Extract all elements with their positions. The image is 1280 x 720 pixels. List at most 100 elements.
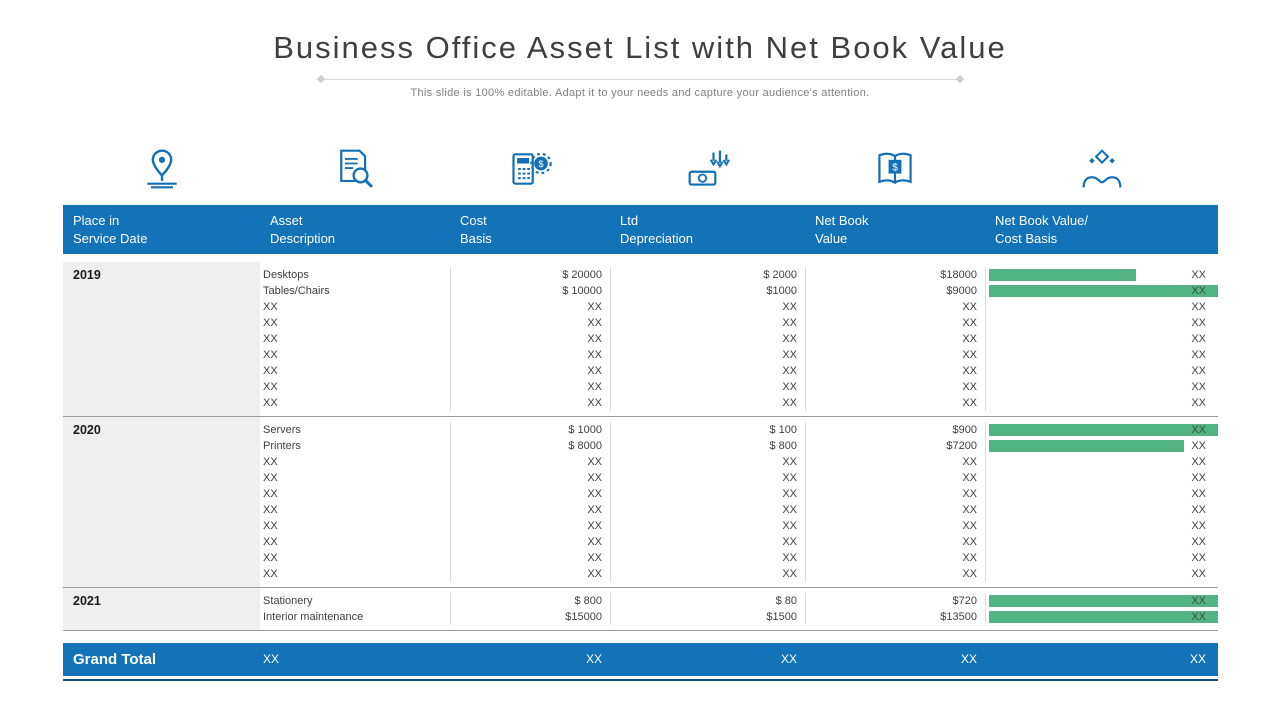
header-line-1: Ltd <box>620 213 639 228</box>
ltd-depreciation-cell: XX <box>610 315 805 332</box>
ltd-depreciation-cell: $ 2000 <box>610 267 805 284</box>
ratio-value: XX <box>1191 611 1206 624</box>
ratio-value: XX <box>1191 301 1206 314</box>
ltd-depreciation-cell: $ 100 <box>610 422 805 439</box>
ltd-depreciation-cell: XX <box>610 331 805 348</box>
net-book-value-cell: XX <box>805 502 985 519</box>
net-book-value-cell: XX <box>805 454 985 471</box>
table-row: XX XX XX XX XX <box>260 363 1218 380</box>
ratio-value: XX <box>1191 381 1206 394</box>
ratio-value: XX <box>1191 440 1206 453</box>
year-label: 2019 <box>63 262 260 417</box>
table-row: XX XX XX XX XX <box>260 379 1218 396</box>
table-row: XX XX XX XX XX <box>260 534 1218 551</box>
year-group: 2020 Servers $ 1000 $ 100 $900 XX Printers $ 80… <box>63 417 1218 589</box>
table-row: XX XX XX XX XX <box>260 299 1218 316</box>
cost-basis-cell: XX <box>450 395 610 412</box>
ratio-value: XX <box>1191 472 1206 485</box>
page-title: Business Office Asset List with Net Book… <box>273 30 1007 65</box>
cost-basis-cell: XX <box>450 363 610 380</box>
asset-description-cell: Tables/Chairs <box>263 285 330 298</box>
ratio-value: XX <box>1191 317 1206 330</box>
header-line-2: Cost Basis <box>995 230 1058 246</box>
ltd-depreciation-cell: XX <box>610 534 805 551</box>
header-line-2: Description <box>270 230 336 246</box>
ratio-value: XX <box>1191 365 1206 378</box>
ltd-depreciation-cell: XX <box>610 470 805 487</box>
column-header-3: Cost Basis <box>450 205 610 254</box>
cost-basis-cell: $ 20000 <box>450 267 610 284</box>
ratio-cell: XX <box>985 315 1218 332</box>
asset-description-cell: XX <box>263 536 278 549</box>
ratio-cell: XX <box>985 609 1218 626</box>
year-label: 2021 <box>63 588 260 631</box>
net-book-value-cell: $13500 <box>805 609 985 626</box>
ltd-depreciation-cell: XX <box>610 379 805 396</box>
cost-basis-cell: XX <box>450 550 610 567</box>
year-group: 2019 Desktops $ 20000 $ 2000 $18000 XX Tables/… <box>63 262 1218 418</box>
table-row: XX XX XX XX XX <box>260 518 1218 535</box>
group-rows: Servers $ 1000 $ 100 $900 XX Printers $ 8000 $ … <box>260 417 1218 587</box>
ratio-bar <box>989 440 1184 453</box>
ltd-depreciation-cell: XX <box>610 518 805 535</box>
cost-basis-cell: $ 800 <box>450 593 610 610</box>
icons-row: $ $ <box>63 143 1218 191</box>
ratio-value: XX <box>1191 504 1206 517</box>
cost-basis-cell: $15000 <box>450 609 610 626</box>
net-book-value-cell: XX <box>805 550 985 567</box>
ratio-cell: XX <box>985 331 1218 348</box>
svg-text:$: $ <box>538 159 543 169</box>
grand-total-cost-basis: XX <box>585 652 602 667</box>
net-book-value-cell: $18000 <box>805 267 985 284</box>
ratio-value: XX <box>1191 488 1206 501</box>
asset-description-cell: XX <box>263 349 278 362</box>
ratio-cell: XX <box>985 422 1218 439</box>
asset-description-cell: XX <box>263 552 278 565</box>
grand-total-label: Grand Total <box>73 651 157 669</box>
column-header-6: Net Book Value/Cost Basis <box>985 205 1218 254</box>
cost-basis-cell: XX <box>450 566 610 583</box>
ltd-depreciation-cell: XX <box>610 566 805 583</box>
bottom-accent-line <box>63 679 1218 682</box>
table-row: XX XX XX XX XX <box>260 454 1218 471</box>
asset-description-cell: Interior maintenance <box>263 611 364 624</box>
ratio-value: XX <box>1191 349 1206 362</box>
net-book-value-cell: XX <box>805 363 985 380</box>
table-row: Interior maintenance $15000 $1500 $13500 XX <box>260 609 1218 626</box>
header-line-1: Net Book Value/ <box>995 213 1088 228</box>
asset-description-cell: XX <box>263 301 278 314</box>
column-header-5: Net Book Value <box>805 205 985 254</box>
asset-description-cell: XX <box>263 488 278 501</box>
ratio-cell: XX <box>985 379 1218 396</box>
column-header-1: Place in Service Date <box>63 205 260 254</box>
header-line-2: Depreciation <box>620 230 693 246</box>
cost-basis-cell: XX <box>450 486 610 503</box>
cost-basis-cell: XX <box>450 470 610 487</box>
net-book-value-cell: XX <box>805 566 985 583</box>
header-line-1: Cost <box>460 213 487 228</box>
asset-description-cell: XX <box>263 397 278 410</box>
table-header-row: Place in Service Date Asset Description Cost… <box>63 205 1218 255</box>
table-body: 2019 Desktops $ 20000 $ 2000 $18000 XX Tables/… <box>63 262 1218 632</box>
ratio-bar: XX <box>989 424 1218 437</box>
header-line-1: Asset <box>270 213 303 228</box>
net-book-value-cell: $7200 <box>805 438 985 455</box>
ltd-depreciation-cell: XX <box>610 486 805 503</box>
asset-description-cell: Servers <box>263 424 301 437</box>
document-search-icon <box>260 143 450 191</box>
net-book-value-cell: XX <box>805 315 985 332</box>
net-book-value-cell: XX <box>805 347 985 364</box>
ratio-bar: XX <box>989 285 1218 298</box>
asset-description-cell: Stationery <box>263 595 313 608</box>
table-row: XX XX XX XX XX <box>260 550 1218 567</box>
ratio-value: XX <box>1191 424 1206 437</box>
asset-description-cell: XX <box>263 365 278 378</box>
cost-basis-cell: XX <box>450 379 610 396</box>
table-row: XX XX XX XX XX <box>260 315 1218 332</box>
ratio-bar <box>989 269 1136 282</box>
ratio-cell: XX <box>985 486 1218 503</box>
cost-basis-cell: $ 8000 <box>450 438 610 455</box>
net-book-value-cell: $720 <box>805 593 985 610</box>
ratio-value: XX <box>1191 568 1206 581</box>
ratio-cell: XX <box>985 363 1218 380</box>
